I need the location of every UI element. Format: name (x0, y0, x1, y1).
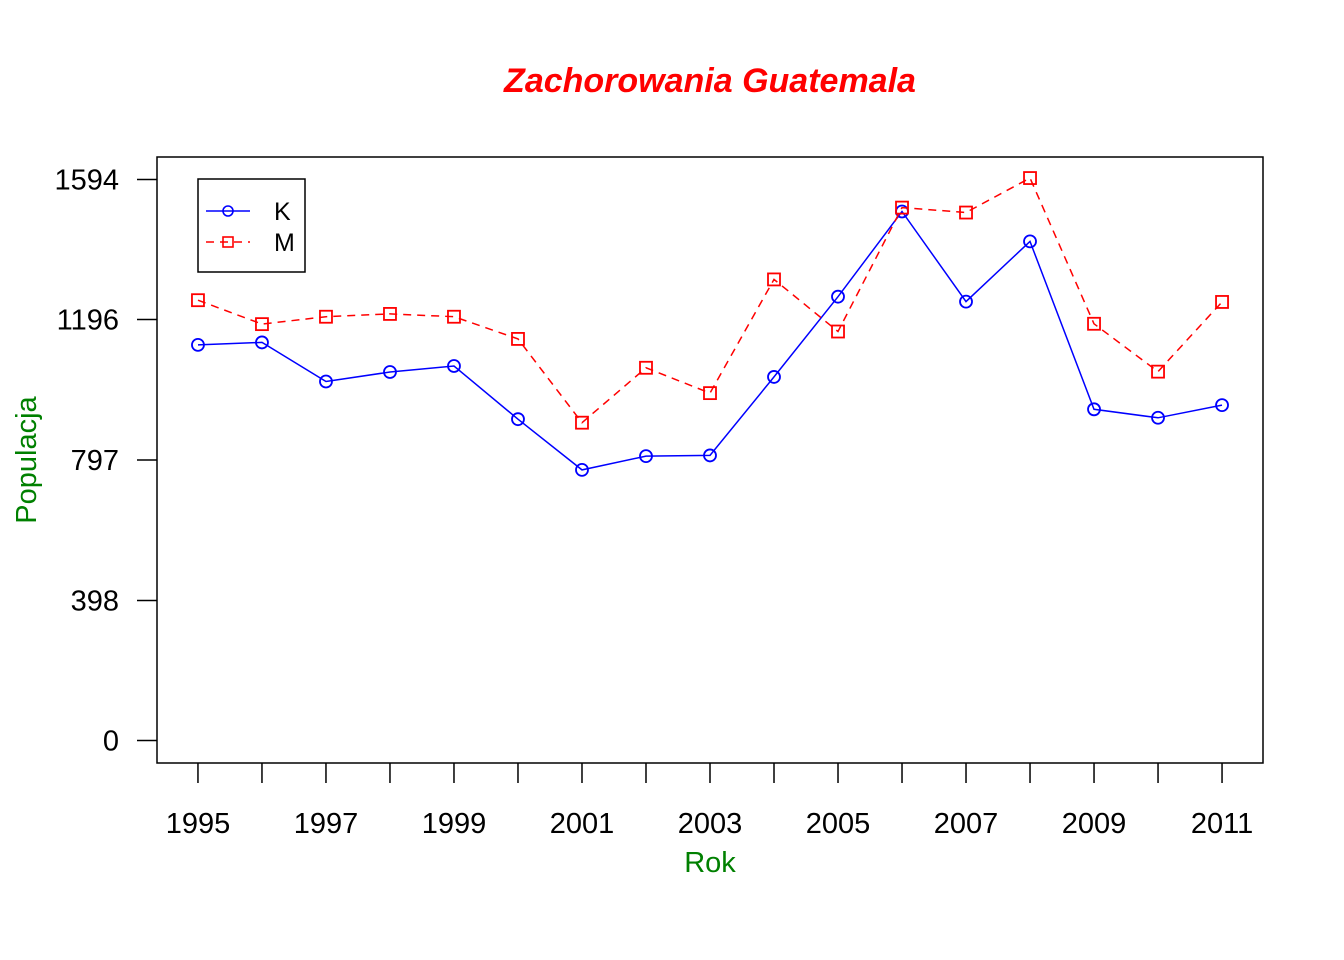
y-tick-label: 797 (71, 445, 119, 477)
plot-frame (156, 156, 1264, 764)
data-point (383, 365, 397, 379)
data-point (1215, 295, 1229, 309)
data-point (1087, 402, 1101, 417)
data-point (959, 294, 973, 309)
legend-label: K (274, 198, 291, 226)
x-tick-label: 2009 (1062, 808, 1127, 840)
data-point (511, 332, 525, 346)
data-point (831, 324, 845, 339)
legend-box (197, 178, 306, 273)
data-point (447, 309, 461, 324)
data-point (1087, 316, 1101, 331)
legend-entry-K: K (206, 198, 291, 226)
y-axis-label: Populacja (11, 395, 43, 523)
legend-marker (222, 236, 234, 248)
data-point (447, 359, 461, 373)
data-point (703, 386, 717, 401)
x-tick-label: 2011 (1191, 808, 1253, 840)
y-tick-label: 0 (103, 726, 119, 758)
legend-marker (222, 205, 234, 217)
data-point (959, 205, 973, 220)
data-point (767, 272, 781, 287)
series-K (191, 204, 1229, 477)
data-point (1023, 171, 1037, 185)
data-point (895, 200, 909, 215)
x-tick-label: 1995 (166, 808, 231, 840)
x-axis-label: Rok (684, 847, 736, 879)
data-point (831, 289, 845, 304)
x-tick-label: 2001 (550, 808, 615, 840)
x-tick-label: 1999 (422, 808, 487, 840)
data-point (639, 360, 653, 375)
data-point (1023, 234, 1037, 249)
data-point (767, 370, 781, 384)
series-layer (191, 171, 1229, 477)
legend-label: M (274, 229, 295, 257)
data-point (255, 317, 269, 332)
data-point (383, 307, 397, 321)
legend: KM (197, 178, 306, 273)
x-tick-label: 1997 (294, 808, 359, 840)
data-point (703, 448, 717, 463)
legend-entry-M: M (206, 229, 295, 257)
data-point (319, 309, 333, 324)
data-point (1151, 410, 1165, 425)
data-point (191, 293, 205, 308)
axes: 1995 1997 1999 2001 2003 2005 2007 2009 2011 0 398… (54, 164, 1253, 840)
y-tick-label: 1196 (57, 305, 119, 337)
data-point (639, 449, 653, 464)
x-tick-label: 2003 (678, 808, 743, 840)
x-tick-label: 2005 (806, 808, 871, 840)
data-point (255, 335, 269, 350)
series-line-M (197, 176, 1223, 424)
data-point (319, 374, 333, 389)
y-tick-label: 1594 (54, 164, 119, 196)
series-M (191, 171, 1229, 430)
data-point (575, 415, 589, 430)
chart-title: Zachorowania Guatemala (503, 62, 916, 100)
data-point (1151, 364, 1165, 379)
data-point (191, 337, 205, 352)
data-point (511, 412, 525, 427)
data-point (1215, 398, 1229, 412)
y-tick-label: 398 (71, 585, 119, 617)
x-tick-label: 2007 (934, 808, 999, 840)
series-line-K (197, 210, 1223, 471)
data-point (575, 462, 589, 477)
